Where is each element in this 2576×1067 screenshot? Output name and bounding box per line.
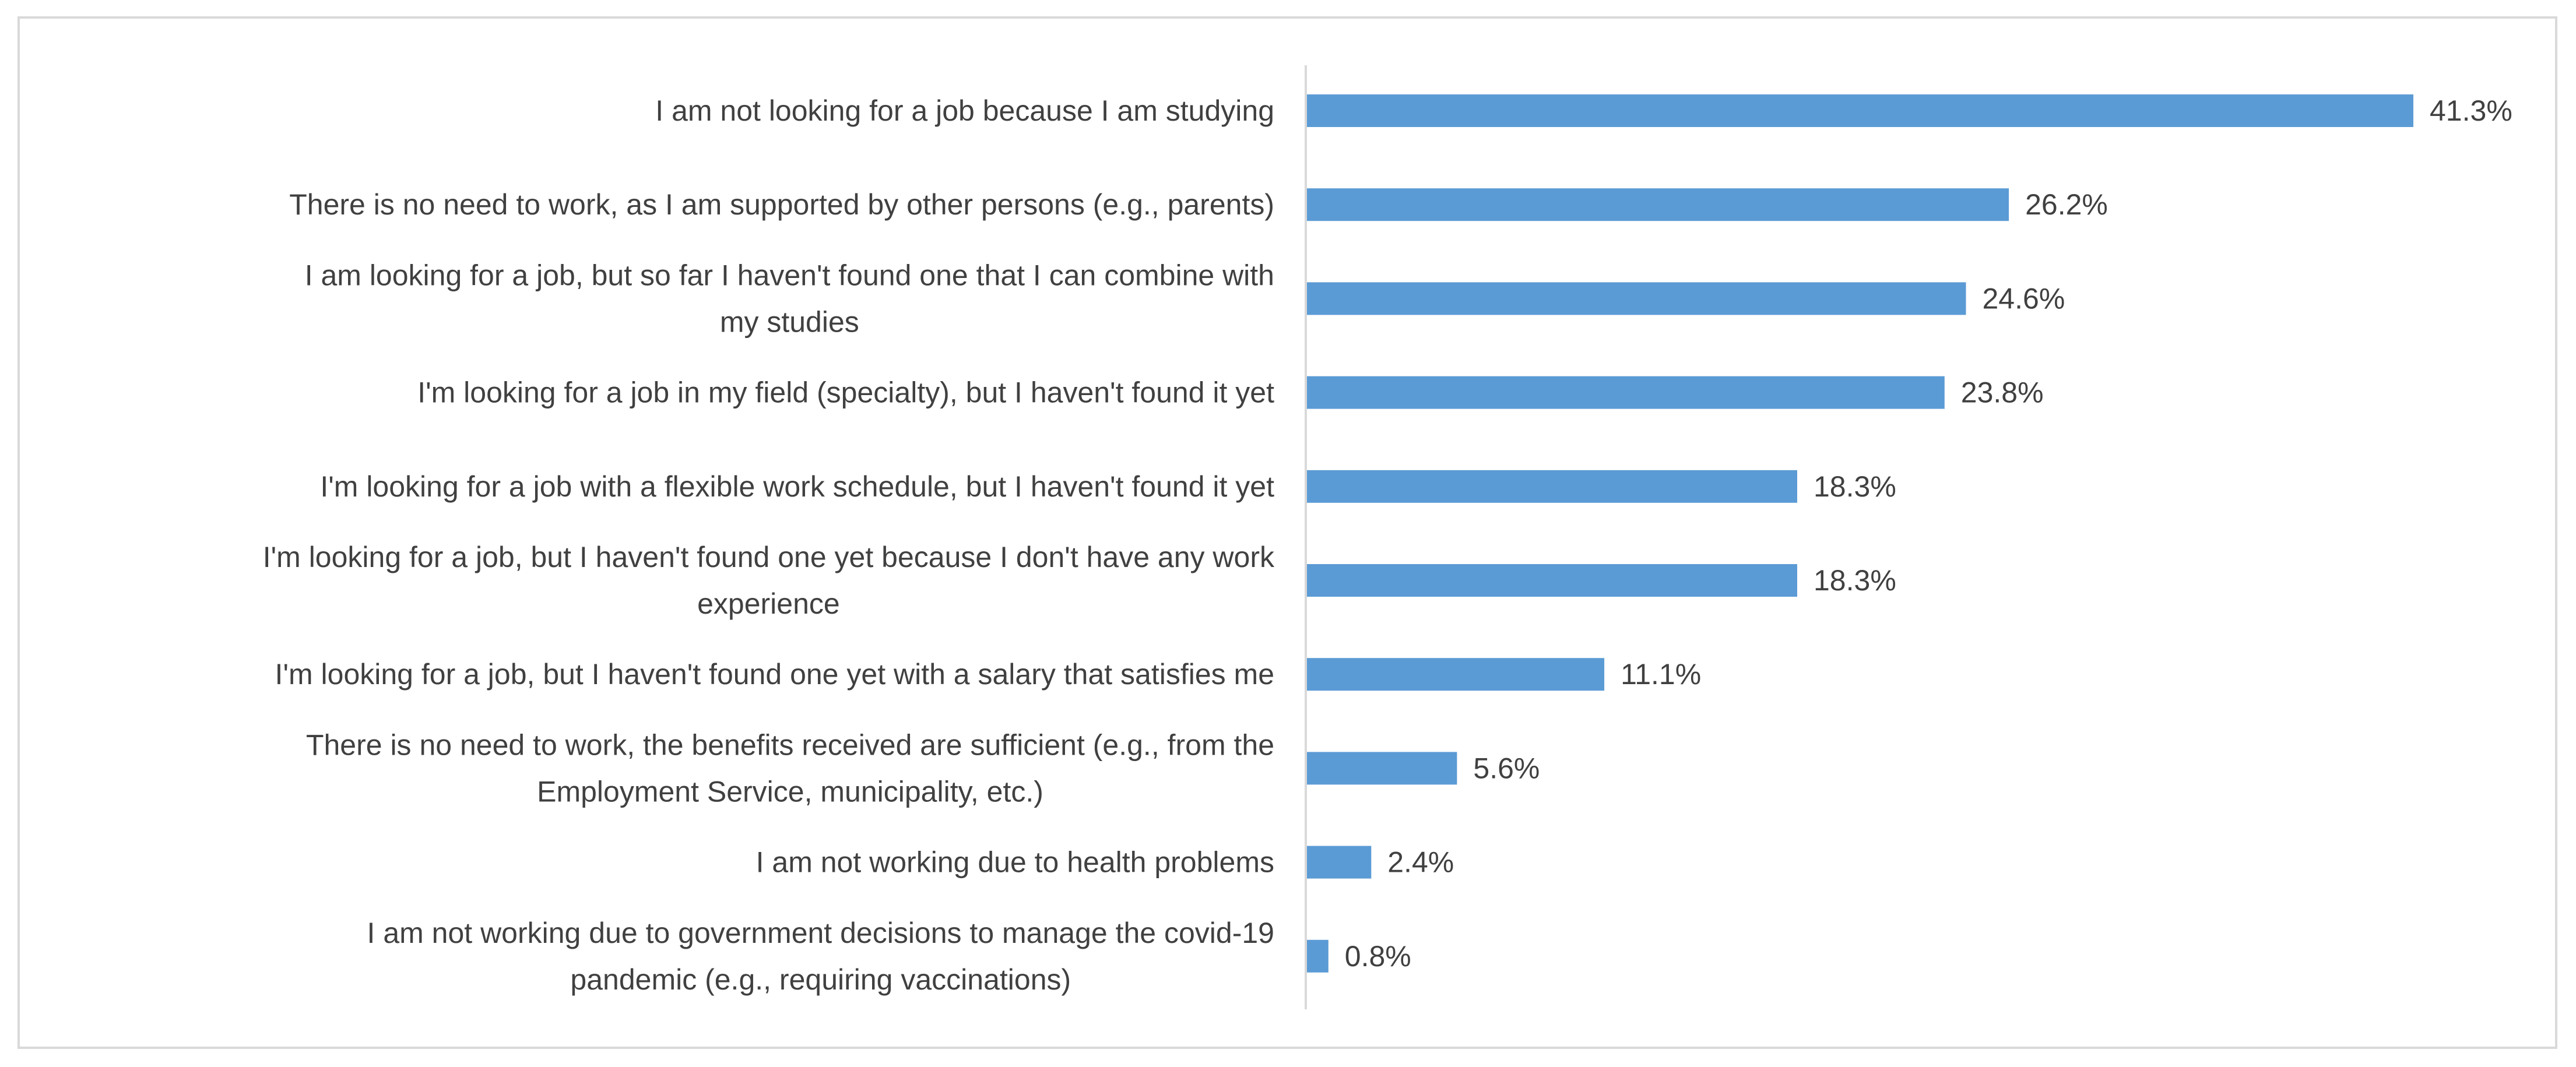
bars-layer bbox=[1307, 94, 2413, 973]
value-label-4: 18.3% bbox=[1814, 470, 1896, 503]
category-label-3: I'm looking for a job in my field (speci… bbox=[417, 376, 1274, 409]
value-label-2: 24.6% bbox=[1983, 282, 2065, 315]
bar-0 bbox=[1307, 94, 2413, 127]
category-label-2-line-0: I am looking for a job, but so far I hav… bbox=[305, 259, 1274, 291]
category-label-6: I'm looking for a job, but I haven't fou… bbox=[275, 658, 1274, 691]
bar-2 bbox=[1307, 282, 1966, 315]
category-label-7-line-1: Employment Service, municipality, etc.) bbox=[537, 775, 1043, 808]
category-label-7-line-0: There is no need to work, the benefits r… bbox=[306, 728, 1274, 761]
value-label-9: 0.8% bbox=[1345, 940, 1411, 973]
value-label-1: 26.2% bbox=[2025, 188, 2108, 221]
category-label-0: I am not looking for a job because I am … bbox=[655, 94, 1274, 127]
category-label-9-line-0: I am not working due to government decis… bbox=[367, 917, 1274, 949]
bar-4 bbox=[1307, 470, 1797, 503]
bar-7 bbox=[1307, 752, 1457, 785]
labels-layer: 41.3% I am not looking for a job because … bbox=[263, 94, 2512, 996]
value-label-5: 18.3% bbox=[1814, 564, 1896, 597]
category-label-9-line-1: pandemic (e.g., requiring vaccinations) bbox=[570, 963, 1071, 996]
value-label-0: 41.3% bbox=[2430, 94, 2512, 127]
bar-6 bbox=[1307, 658, 1605, 691]
bar-8 bbox=[1307, 846, 1372, 879]
category-label-5-line-1: experience bbox=[697, 587, 840, 620]
bar-9 bbox=[1307, 939, 1329, 973]
bar-chart: 41.3% I am not looking for a job because … bbox=[263, 65, 2512, 1009]
value-label-6: 11.1% bbox=[1621, 658, 1701, 691]
category-label-8: I am not working due to health problems bbox=[756, 846, 1274, 879]
bar-1 bbox=[1307, 188, 2009, 221]
category-label-2-line-1: my studies bbox=[720, 305, 859, 338]
bar-3 bbox=[1307, 376, 1945, 409]
value-label-3: 23.8% bbox=[1961, 376, 2044, 409]
value-label-8: 2.4% bbox=[1387, 846, 1454, 879]
bar-5 bbox=[1307, 564, 1797, 597]
category-label-4: I'm looking for a job with a flexible wo… bbox=[320, 470, 1274, 503]
chart-frame: 41.3% I am not looking for a job because … bbox=[17, 16, 2557, 1049]
category-label-5-line-0: I'm looking for a job, but I haven't fou… bbox=[263, 541, 1275, 573]
category-label-1: There is no need to work, as I am suppor… bbox=[289, 188, 1274, 221]
value-label-7: 5.6% bbox=[1473, 752, 1540, 784]
